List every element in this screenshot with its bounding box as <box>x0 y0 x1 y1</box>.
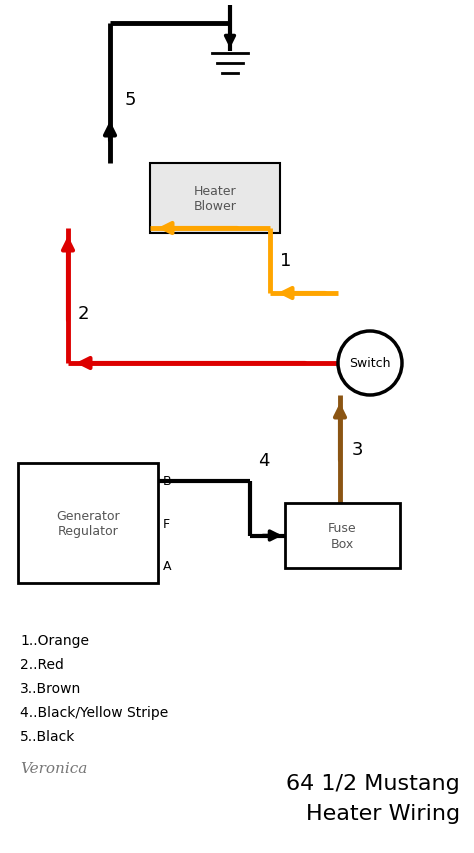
Text: B: B <box>163 475 172 488</box>
Text: 1: 1 <box>280 252 292 270</box>
Text: 64 1/2 Mustang: 64 1/2 Mustang <box>286 773 460 793</box>
Text: A: A <box>163 559 172 572</box>
Text: Generator
Regulator: Generator Regulator <box>56 509 120 537</box>
FancyBboxPatch shape <box>285 503 400 568</box>
Text: Switch: Switch <box>349 357 391 370</box>
Text: 3: 3 <box>352 440 364 458</box>
Text: Veronica: Veronica <box>20 761 87 775</box>
Text: F: F <box>163 517 170 530</box>
Text: Fuse
Box: Fuse Box <box>328 522 357 550</box>
Text: 4..Black/Yellow Stripe: 4..Black/Yellow Stripe <box>20 705 168 719</box>
Text: 5..Black: 5..Black <box>20 729 75 743</box>
Text: 4: 4 <box>258 451 270 469</box>
FancyBboxPatch shape <box>150 164 280 234</box>
Text: 2..Red: 2..Red <box>20 657 64 671</box>
Circle shape <box>338 332 402 396</box>
Text: 1..Orange: 1..Orange <box>20 633 89 647</box>
Text: Heater
Blower: Heater Blower <box>193 185 237 212</box>
Text: 2: 2 <box>78 305 90 322</box>
Text: Heater Wiring: Heater Wiring <box>306 803 460 823</box>
Text: 5: 5 <box>125 91 137 109</box>
Text: 3..Brown: 3..Brown <box>20 682 81 695</box>
FancyBboxPatch shape <box>18 463 158 583</box>
